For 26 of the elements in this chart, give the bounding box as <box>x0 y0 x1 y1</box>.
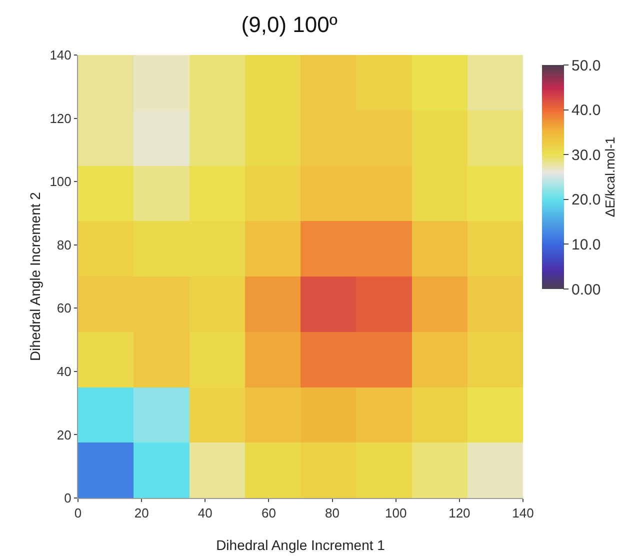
color-bar-label: 10.0 <box>572 236 601 254</box>
y-tick-label: 140 <box>50 48 72 63</box>
color-bar-label: 0.00 <box>572 281 601 298</box>
chart-title: (9,0) 100º <box>241 12 338 38</box>
y-axis-title: Dihedral Angle Increment 2 <box>27 192 43 361</box>
x-tick-label: 40 <box>198 506 212 521</box>
x-tick-label: 80 <box>325 506 340 521</box>
y-tick-label: 40 <box>56 364 72 379</box>
color-bar-label: 40.0 <box>572 102 601 120</box>
color-bar-label: 50.0 <box>572 57 601 74</box>
color-bar-label: 30.0 <box>572 146 601 164</box>
y-tick-label: 60 <box>56 300 72 316</box>
x-tick-label: 100 <box>385 506 407 521</box>
y-tick-label: 120 <box>50 110 72 126</box>
y-tick-label: 20 <box>56 427 72 442</box>
y-tick-label: 80 <box>56 237 72 252</box>
x-tick-label: 60 <box>261 506 276 521</box>
x-tick-label: 20 <box>134 506 149 521</box>
x-tick-label: 0 <box>74 506 82 521</box>
color-bar-label: 20.0 <box>572 192 601 209</box>
x-axis-title: Dihedral Angle Increment 1 <box>216 537 386 553</box>
y-tick-label: 100 <box>50 174 72 190</box>
x-tick-label: 120 <box>448 506 470 521</box>
y-tick-label: 0 <box>64 490 72 506</box>
x-tick-label: 140 <box>512 506 534 521</box>
color-bar-title: ΔE/kcal.mol-1 <box>602 136 618 218</box>
